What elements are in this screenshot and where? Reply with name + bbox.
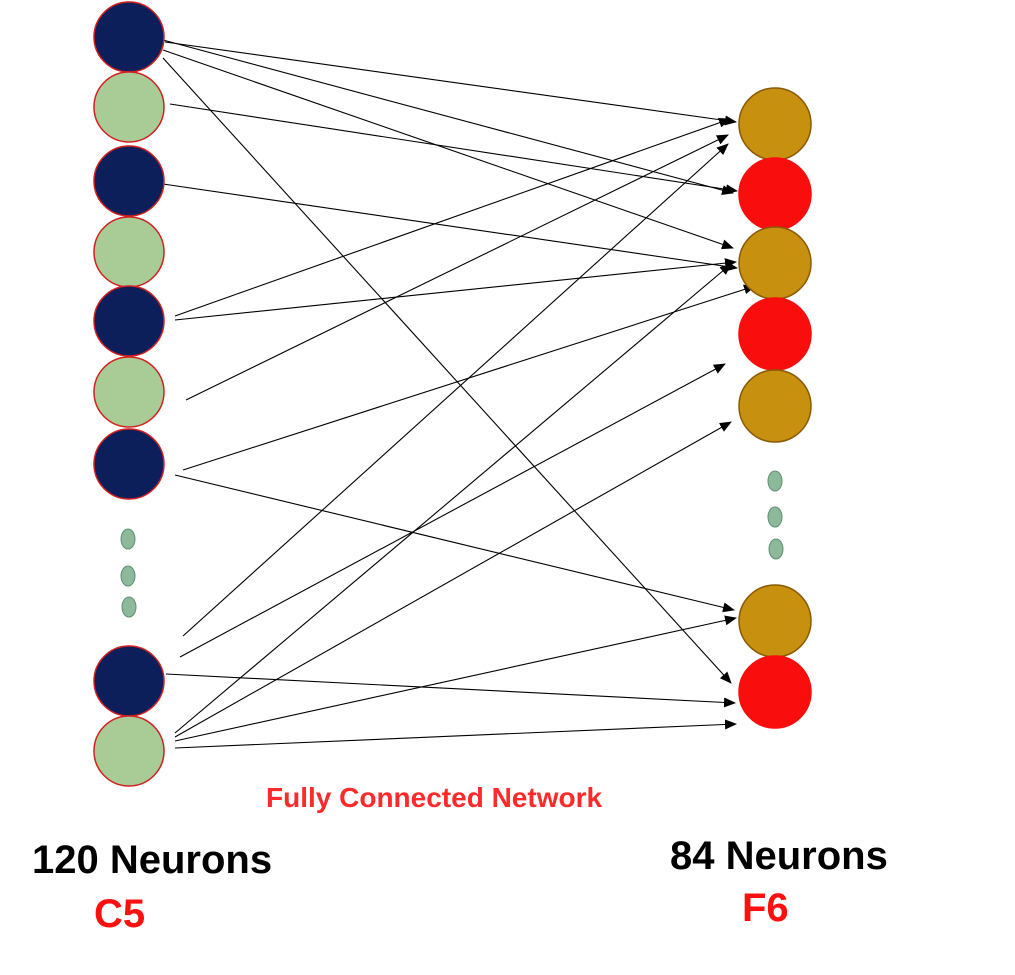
connection-arrow — [174, 258, 737, 321]
f6-neuron-red — [738, 297, 812, 371]
f6-neuron-red — [738, 655, 812, 729]
connection-arrow — [174, 421, 732, 738]
connection-arrow — [162, 57, 732, 684]
connection-arrow — [162, 183, 738, 272]
connection-arrow — [174, 117, 731, 317]
connection-arrow — [169, 103, 738, 195]
c5-neuron-dark — [93, 285, 165, 357]
connection-arrow — [182, 143, 729, 637]
connection-arrow — [174, 719, 737, 749]
c5-neuron-dark — [93, 428, 165, 500]
ellipsis-dot — [120, 565, 136, 587]
c5-neuron-light — [93, 216, 165, 288]
connection-arrow — [185, 134, 729, 401]
c5-neuron-dark — [93, 145, 165, 217]
connection-arrow — [179, 363, 726, 658]
c5-neuron-light — [93, 71, 165, 143]
c5-layer-name: C5 — [94, 892, 146, 936]
f6-neuron-red — [738, 157, 812, 231]
c5-neuron-light — [93, 356, 165, 428]
connection-arrow — [162, 39, 734, 195]
connection-arrow — [174, 263, 732, 734]
c5-neuron-light — [93, 715, 165, 787]
f6-neuron-gold — [738, 87, 812, 161]
c5-neuron-layer — [93, 1, 165, 787]
ellipsis-dot — [767, 470, 783, 492]
connection-arrow — [164, 41, 737, 126]
c5-neuron-count: 120 Neurons — [32, 838, 273, 882]
network-title: Fully Connected Network — [266, 782, 603, 813]
f6-layer-name: F6 — [742, 886, 789, 930]
f6-neuron-gold — [738, 226, 812, 300]
c5-neuron-dark — [93, 645, 165, 717]
connection-arrow — [174, 615, 737, 742]
f6-neuron-layer — [738, 87, 812, 729]
connection-arrows — [162, 39, 756, 749]
c5-neuron-dark — [93, 1, 165, 73]
f6-neuron-gold — [738, 584, 812, 658]
ellipsis-dot — [767, 506, 783, 528]
ellipsis-dot — [120, 528, 136, 550]
connection-arrow — [165, 673, 736, 708]
connection-arrow — [162, 49, 734, 250]
f6-neuron-count: 84 Neurons — [670, 834, 888, 878]
ellipsis-dot — [121, 596, 137, 618]
f6-neuron-gold — [738, 369, 812, 443]
ellipsis-dot — [768, 538, 784, 560]
connection-arrow — [174, 474, 735, 613]
